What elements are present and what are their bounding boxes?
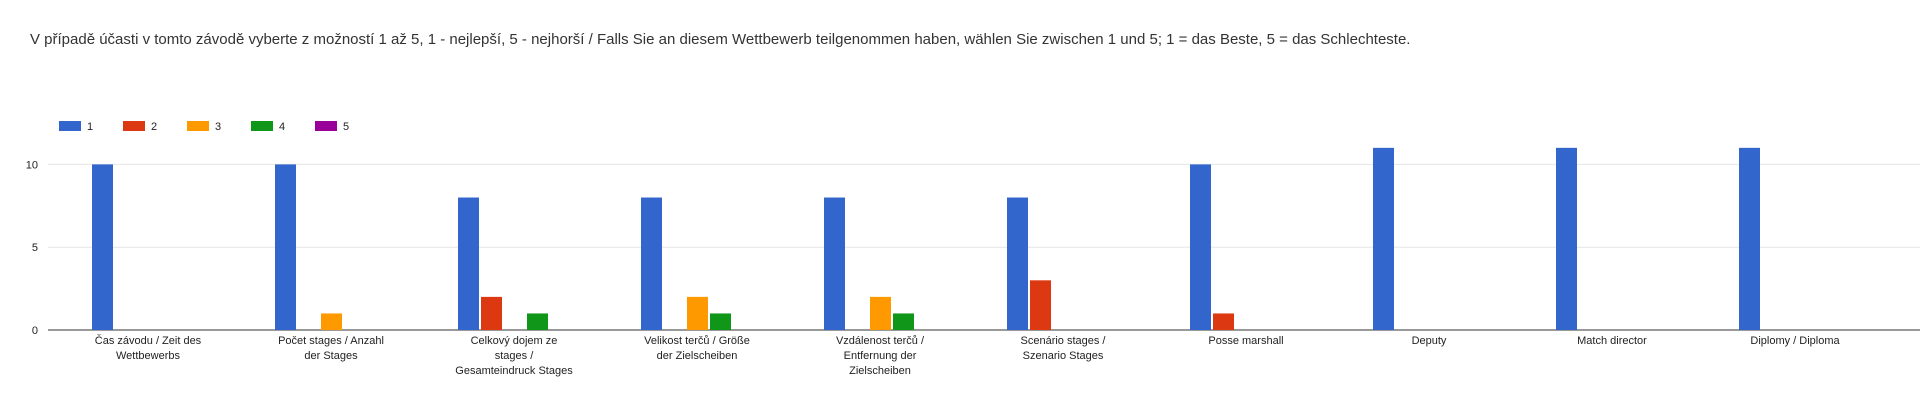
bar — [1007, 197, 1028, 330]
chart-title: V případě účasti v tomto závodě vyberte … — [30, 31, 1410, 48]
bar — [1030, 280, 1051, 330]
x-tick-label: Vzdálenost terčů / Entfernung der Zielsche… — [836, 335, 925, 377]
bar — [481, 296, 502, 330]
bar — [527, 313, 548, 330]
y-tick-label: 5 — [32, 242, 38, 254]
x-tick-label: Diplomy / Diploma — [1750, 335, 1840, 347]
y-tick-label: 0 — [32, 325, 38, 337]
legend-swatch — [123, 121, 145, 131]
legend-label: 4 — [279, 121, 285, 133]
legend-swatch — [59, 121, 81, 131]
x-tick-label: Match director — [1577, 335, 1647, 347]
bar — [710, 313, 731, 330]
x-tick-label: Deputy — [1412, 335, 1447, 347]
bar — [893, 313, 914, 330]
legend-label: 2 — [151, 121, 157, 133]
x-tick-label: Posse marshall — [1208, 335, 1283, 347]
bar — [870, 296, 891, 330]
x-tick-label: Velikost terčů / Größe der Zielscheiben — [644, 335, 750, 362]
bar — [824, 197, 845, 330]
legend-label: 3 — [215, 121, 221, 133]
bar — [1373, 147, 1394, 330]
bar — [321, 313, 342, 330]
legend-swatch — [315, 121, 337, 131]
bar — [1213, 313, 1234, 330]
x-tick-label: Celkový dojem ze stages / Gesamteindruck S… — [455, 335, 573, 377]
bar — [458, 197, 479, 330]
x-tick-label: Počet stages / Anzahl der Stages — [278, 335, 384, 362]
legend-swatch — [187, 121, 209, 131]
legend-swatch — [251, 121, 273, 131]
bar — [687, 296, 708, 330]
bar — [1190, 164, 1211, 330]
bar — [92, 164, 113, 330]
legend-label: 1 — [87, 121, 93, 133]
x-tick-label: Scenário stages / Szenario Stages — [1021, 335, 1107, 362]
bar — [1556, 147, 1577, 330]
x-tick-label: Čas závodu / Zeit des Wettbewerbs — [95, 334, 202, 362]
y-tick-label: 10 — [26, 159, 38, 171]
legend-label: 5 — [343, 121, 349, 133]
bar — [1739, 147, 1760, 330]
bar — [641, 197, 662, 330]
bar — [275, 164, 296, 330]
